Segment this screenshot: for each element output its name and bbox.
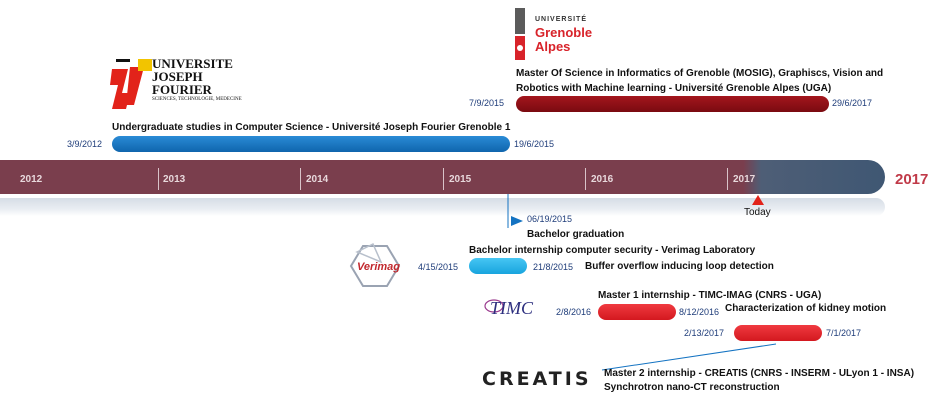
uga-logo-line2: Grenoble: [535, 25, 593, 40]
graduation-date: 06/19/2015: [527, 214, 573, 224]
year-label: 2014: [306, 174, 329, 185]
year-divider: [727, 168, 728, 190]
year-label: 2017: [733, 174, 756, 185]
verimag-logo: Verimag: [343, 242, 415, 290]
year-label: 2012: [20, 174, 43, 185]
master1-internship-end-date: 8/12/2016: [679, 307, 720, 317]
master1-internship-start-date: 2/8/2016: [556, 307, 592, 317]
year-divider: [443, 168, 444, 190]
uga-logo-line1: UNIVERSITÉ: [535, 16, 588, 23]
undergrad-label: Undergraduate studies in Computer Scienc…: [112, 122, 511, 133]
timc-logo: TIMC: [482, 292, 540, 328]
master2-internship-start-date: 2/13/2017: [684, 328, 725, 338]
master1-internship-label: Master 1 internship - TIMC-IMAG (CNRS - …: [598, 290, 822, 301]
year-label: 2013: [163, 174, 186, 185]
bachelor-internship-bar: [469, 258, 527, 274]
creatis-logo: CREATIS: [482, 368, 592, 390]
ujf-logo: UNIVERSITE JOSEPH FOURIER SCIENCES, TECH…: [108, 55, 248, 113]
ujf-logo-line1: UNIVERSITE: [152, 56, 233, 71]
graduation-pointer: [507, 194, 523, 228]
timeline-shadow: [0, 198, 885, 216]
uga-logo: UNIVERSITÉ Grenoble Alpes: [513, 6, 613, 62]
undergrad-bar: [112, 136, 510, 152]
master-end-date: 29/6/2017: [832, 98, 873, 108]
master-label-line2: Robotics with Machine learning - Univers…: [516, 83, 832, 94]
master-start-date: 7/9/2015: [469, 98, 505, 108]
master2-internship-end-date: 7/1/2017: [826, 328, 862, 338]
master2-connector-line: [601, 343, 777, 371]
undergrad-start-date: 3/9/2012: [67, 139, 103, 149]
master2-internship-bar: [734, 325, 822, 341]
master1-internship-bar: [598, 304, 676, 320]
bachelor-internship-subtitle: Buffer overflow inducing loop detection: [585, 261, 774, 272]
timc-logo-text: TIMC: [490, 298, 534, 318]
master-label-line1: Master Of Science in Informatics of Gren…: [516, 68, 884, 79]
today-label: Today: [744, 207, 771, 218]
timeline-bar: [0, 160, 885, 194]
end-year-label: 2017: [895, 171, 929, 188]
year-label: 2015: [449, 174, 472, 185]
bachelor-internship-label: Bachelor internship computer security - …: [469, 245, 756, 256]
year-divider: [585, 168, 586, 190]
year-label: 2016: [591, 174, 614, 185]
master2-internship-subtitle: Synchrotron nano-CT reconstruction: [604, 382, 780, 393]
uga-logo-line3: Alpes: [535, 39, 571, 54]
master2-internship-label: Master 2 internship - CREATIS (CNRS - IN…: [604, 368, 915, 379]
verimag-logo-text: Verimag: [357, 261, 401, 273]
graduation-label: Bachelor graduation: [527, 229, 625, 240]
year-divider: [300, 168, 301, 190]
ujf-logo-line2: JOSEPH FOURIER: [152, 69, 212, 97]
year-divider: [158, 168, 159, 190]
ujf-logo-line3: SCIENCES, TECHNOLOGIE, MEDECINE: [152, 97, 242, 102]
master1-internship-subtitle: Characterization of kidney motion: [725, 303, 887, 314]
bachelor-internship-end-date: 21/8/2015: [533, 262, 574, 272]
today-marker-icon: [752, 195, 764, 205]
undergrad-end-date: 19/6/2015: [514, 139, 555, 149]
bachelor-internship-start-date: 4/15/2015: [418, 262, 459, 272]
master-bar: [516, 96, 829, 112]
